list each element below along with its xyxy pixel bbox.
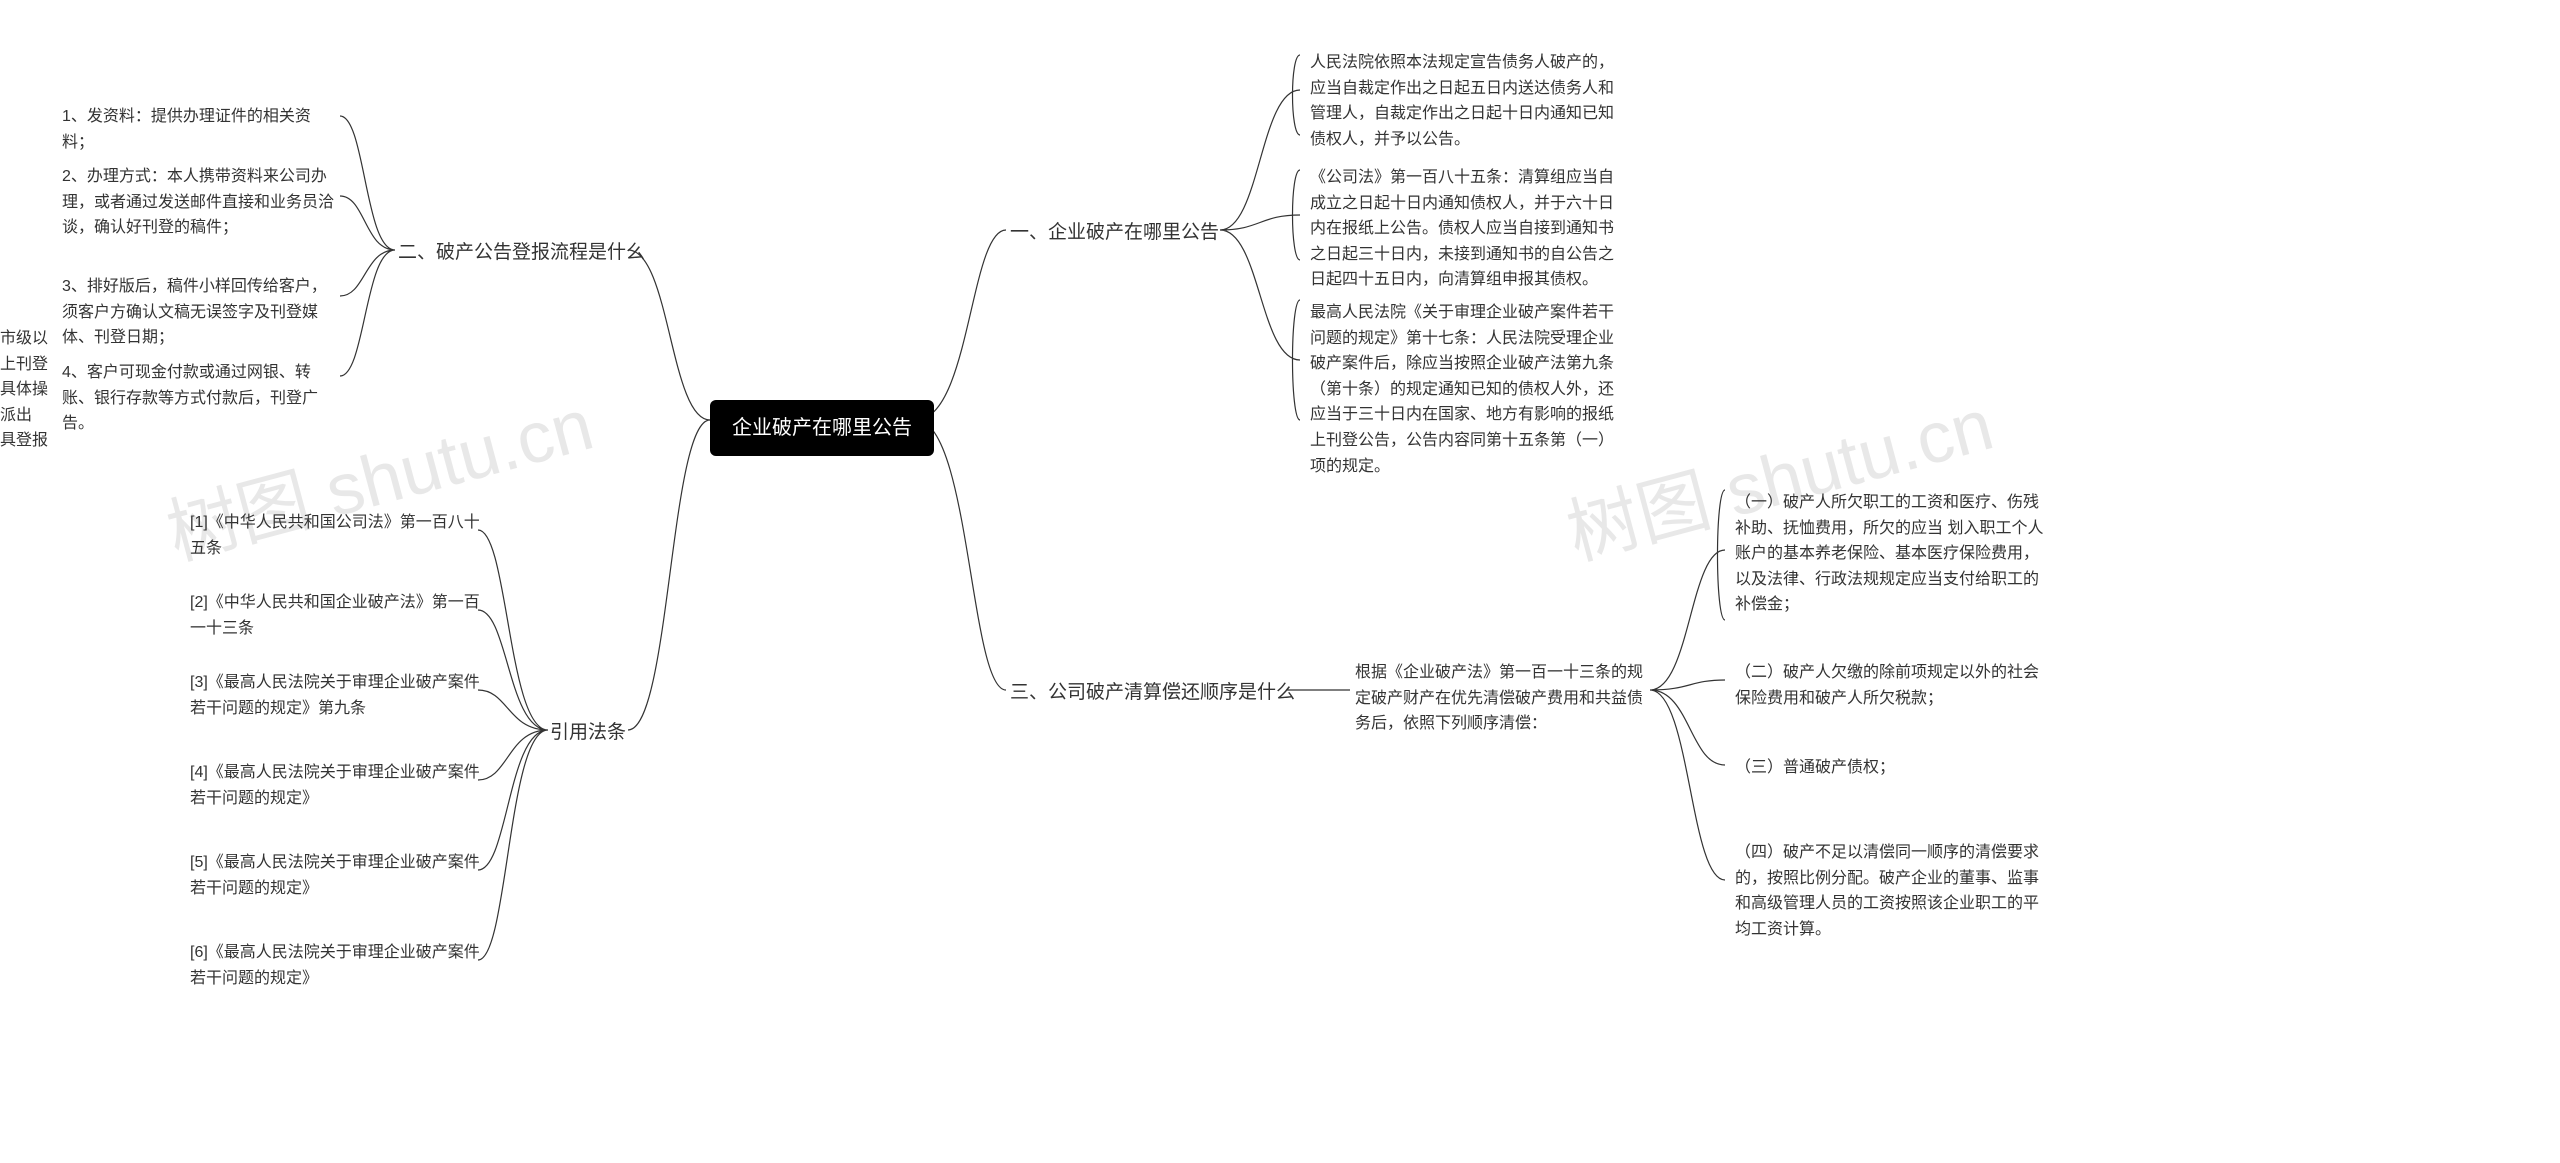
left2-leaf-3: [4]《最高人民法院关于审理企业破产案件若干问题的规定》 — [190, 760, 480, 811]
left1-leaf-1: 2、办理方式：本人携带资料来公司办理，或者通过发送邮件直接和业务员洽谈，确认好刊… — [62, 164, 342, 241]
left1-leaf-2: 3、排好版后，稿件小样回传给客户，须客户方确认文稿无误签字及刊登媒体、刊登日期； — [62, 274, 342, 351]
left2-leaf-4: [5]《最高人民法院关于审理企业破产案件若干问题的规定》 — [190, 850, 480, 901]
right2-leaf-1: （二）破产人欠缴的除前项规定以外的社会保险费用和破产人所欠税款； — [1735, 660, 2045, 711]
left1-extra-leaf: 破产公告登报，登报挂失一般要求在市级以上或者相关部门指定公开发行的报纸上刊登才有… — [0, 326, 54, 480]
left1-leaf-0: 1、发资料：提供办理证件的相关资料； — [62, 104, 342, 155]
mindmap-container: 企业破产在哪里公告 一、企业破产在哪里公告 人民法院依照本法规定宣告债务人破产的… — [0, 0, 2560, 1163]
branch-left2: 引用法条 — [550, 718, 626, 748]
branch-right1: 一、企业破产在哪里公告 — [1010, 218, 1219, 248]
right2-sub: 根据《企业破产法》第一百一十三条的规定破产财产在优先清偿破产费用和共益债务后，依… — [1355, 660, 1655, 737]
left2-leaf-1: [2]《中华人民共和国企业破产法》第一百一十三条 — [190, 590, 480, 641]
center-node: 企业破产在哪里公告 — [710, 400, 934, 456]
branch-left1: 二、破产公告登报流程是什么 — [398, 238, 645, 268]
left2-leaf-0: [1]《中华人民共和国公司法》第一百八十五条 — [190, 510, 480, 561]
left1-leaf-3: 4、客户可现金付款或通过网银、转账、银行存款等方式付款后，刊登广告。 — [62, 360, 342, 437]
right1-leaf-0: 人民法院依照本法规定宣告债务人破产的，应当自裁定作出之日起五日内送达债务人和管理… — [1310, 50, 1620, 152]
right2-leaf-2: （三）普通破产债权； — [1735, 755, 1895, 781]
right1-leaf-1: 《公司法》第一百八十五条：清算组应当自成立之日起十日内通知债权人，并于六十日内在… — [1310, 165, 1620, 293]
right1-leaf-2: 最高人民法院《关于审理企业破产案件若干问题的规定》第十七条：人民法院受理企业破产… — [1310, 300, 1620, 479]
left2-leaf-5: [6]《最高人民法院关于审理企业破产案件若干问题的规定》 — [190, 940, 480, 991]
branch-right2: 三、公司破产清算偿还顺序是什么 — [1010, 678, 1295, 708]
right2-leaf-3: （四）破产不足以清偿同一顺序的清偿要求的，按照比例分配。破产企业的董事、监事和高… — [1735, 840, 2045, 942]
right2-leaf-0: （一）破产人所欠职工的工资和医疗、伤残补助、抚恤费用，所欠的应当 划入职工个人账… — [1735, 490, 2045, 618]
left2-leaf-2: [3]《最高人民法院关于审理企业破产案件若干问题的规定》第九条 — [190, 670, 480, 721]
